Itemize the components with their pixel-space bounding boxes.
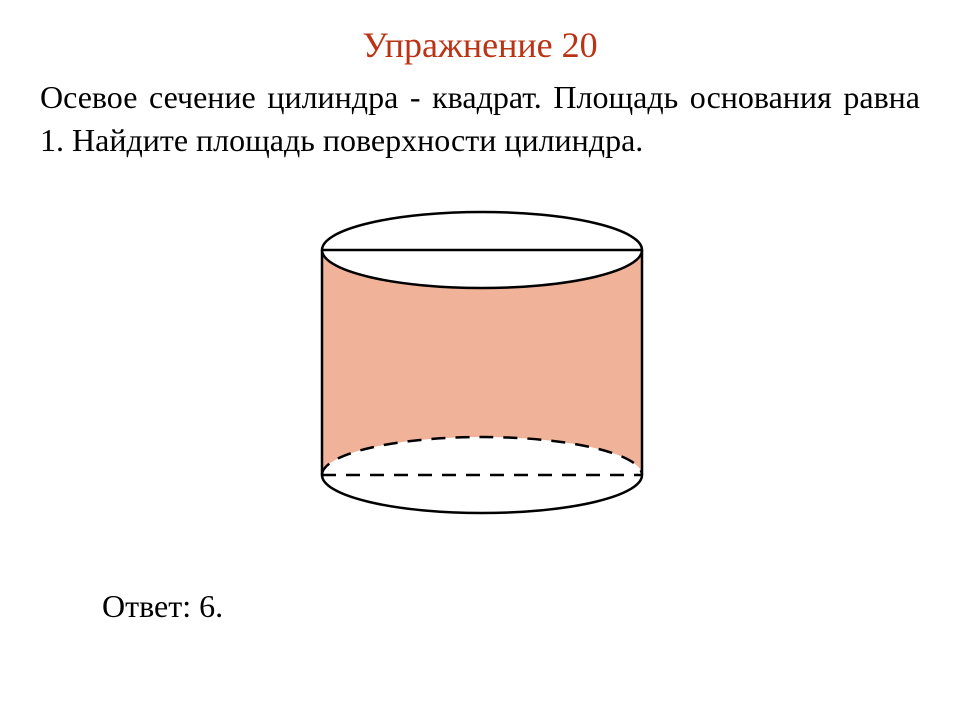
cylinder-svg xyxy=(282,200,682,540)
cylinder-bottom-front-arc xyxy=(322,475,642,513)
cylinder-diagram xyxy=(282,200,682,540)
slide-page: Упражнение 20 Осевое сечение цилиндра - … xyxy=(0,0,960,720)
answer-label: Ответ: xyxy=(102,588,199,624)
answer-value: 6. xyxy=(199,588,223,624)
axial-section-fill xyxy=(322,250,642,475)
answer-line: Ответ: 6. xyxy=(102,588,223,625)
problem-statement: Осевое сечение цилиндра - квадрат. Площа… xyxy=(0,76,960,162)
exercise-title: Упражнение 20 xyxy=(0,0,960,76)
